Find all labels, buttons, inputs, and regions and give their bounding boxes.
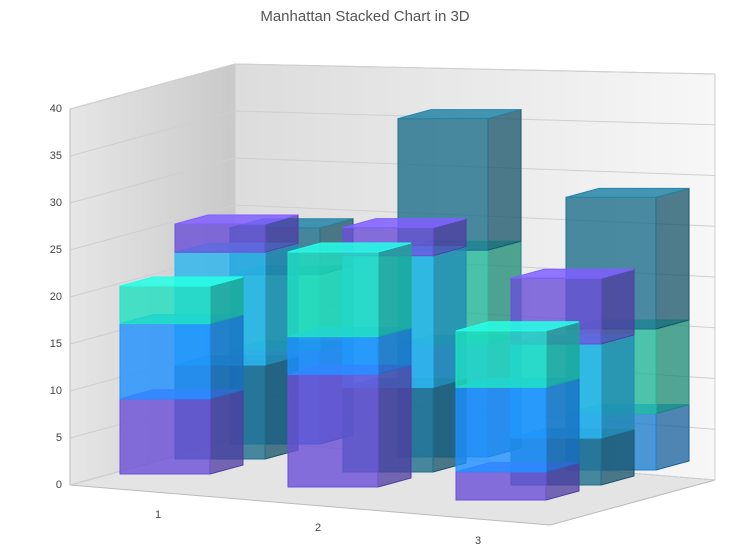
bar-side (487, 108, 522, 251)
y-tick-label: 20 (50, 291, 62, 303)
bar-side (545, 377, 580, 473)
bar-side (600, 268, 635, 345)
bar-front (119, 285, 211, 325)
bar-segment (397, 108, 522, 251)
bar-side (600, 428, 635, 486)
x-tick-label: 2 (315, 522, 321, 534)
grid-line (69, 110, 716, 157)
bar-front (119, 323, 211, 400)
grid-line (69, 204, 716, 251)
x-tick-label: 3 (475, 535, 481, 547)
bar-side (377, 364, 412, 488)
y-tick-label: 30 (50, 197, 62, 209)
y-tick-label: 25 (50, 244, 62, 256)
y-tick-label: 5 (56, 432, 62, 444)
bar-segment (119, 389, 244, 475)
bar-top (510, 268, 635, 279)
bar-top (119, 276, 244, 287)
bar-segment (174, 214, 299, 253)
grid-line (69, 63, 716, 110)
bar-segment (455, 377, 580, 473)
bar-front (174, 223, 266, 253)
bar-side (377, 242, 412, 338)
bar-front (287, 336, 379, 375)
y-tick-label: 35 (50, 150, 62, 162)
bar-segment (455, 321, 580, 388)
bar-segment (119, 276, 244, 325)
bar-side (655, 403, 690, 471)
y-tick-label: 15 (50, 338, 62, 350)
bar-top (455, 321, 580, 332)
bar-side (209, 389, 244, 475)
bar-segment (119, 313, 244, 400)
bar-front (287, 251, 379, 338)
bar-front (119, 398, 211, 475)
bar-side (209, 313, 244, 400)
bar-top (342, 218, 467, 229)
bar-front (455, 386, 547, 473)
bar-side (655, 187, 690, 330)
x-tick-label: 1 (155, 509, 161, 521)
bar-front (455, 471, 547, 501)
bar-segment (287, 242, 412, 338)
bar-front (287, 373, 379, 488)
bar-side (545, 321, 580, 388)
bar-segment (287, 364, 412, 488)
y-tick-label: 0 (56, 479, 62, 491)
y-tick-label: 10 (50, 385, 62, 397)
bar-side (655, 319, 690, 415)
chart-title: Manhattan Stacked Chart in 3D (260, 8, 469, 25)
bar-top (565, 187, 690, 198)
bar-side (600, 334, 635, 439)
bar-top (174, 214, 299, 225)
bar-front (455, 330, 547, 388)
y-tick-label: 40 (50, 103, 62, 115)
grid-line (69, 157, 716, 204)
bar-top (397, 109, 522, 120)
bar-top (287, 242, 412, 253)
